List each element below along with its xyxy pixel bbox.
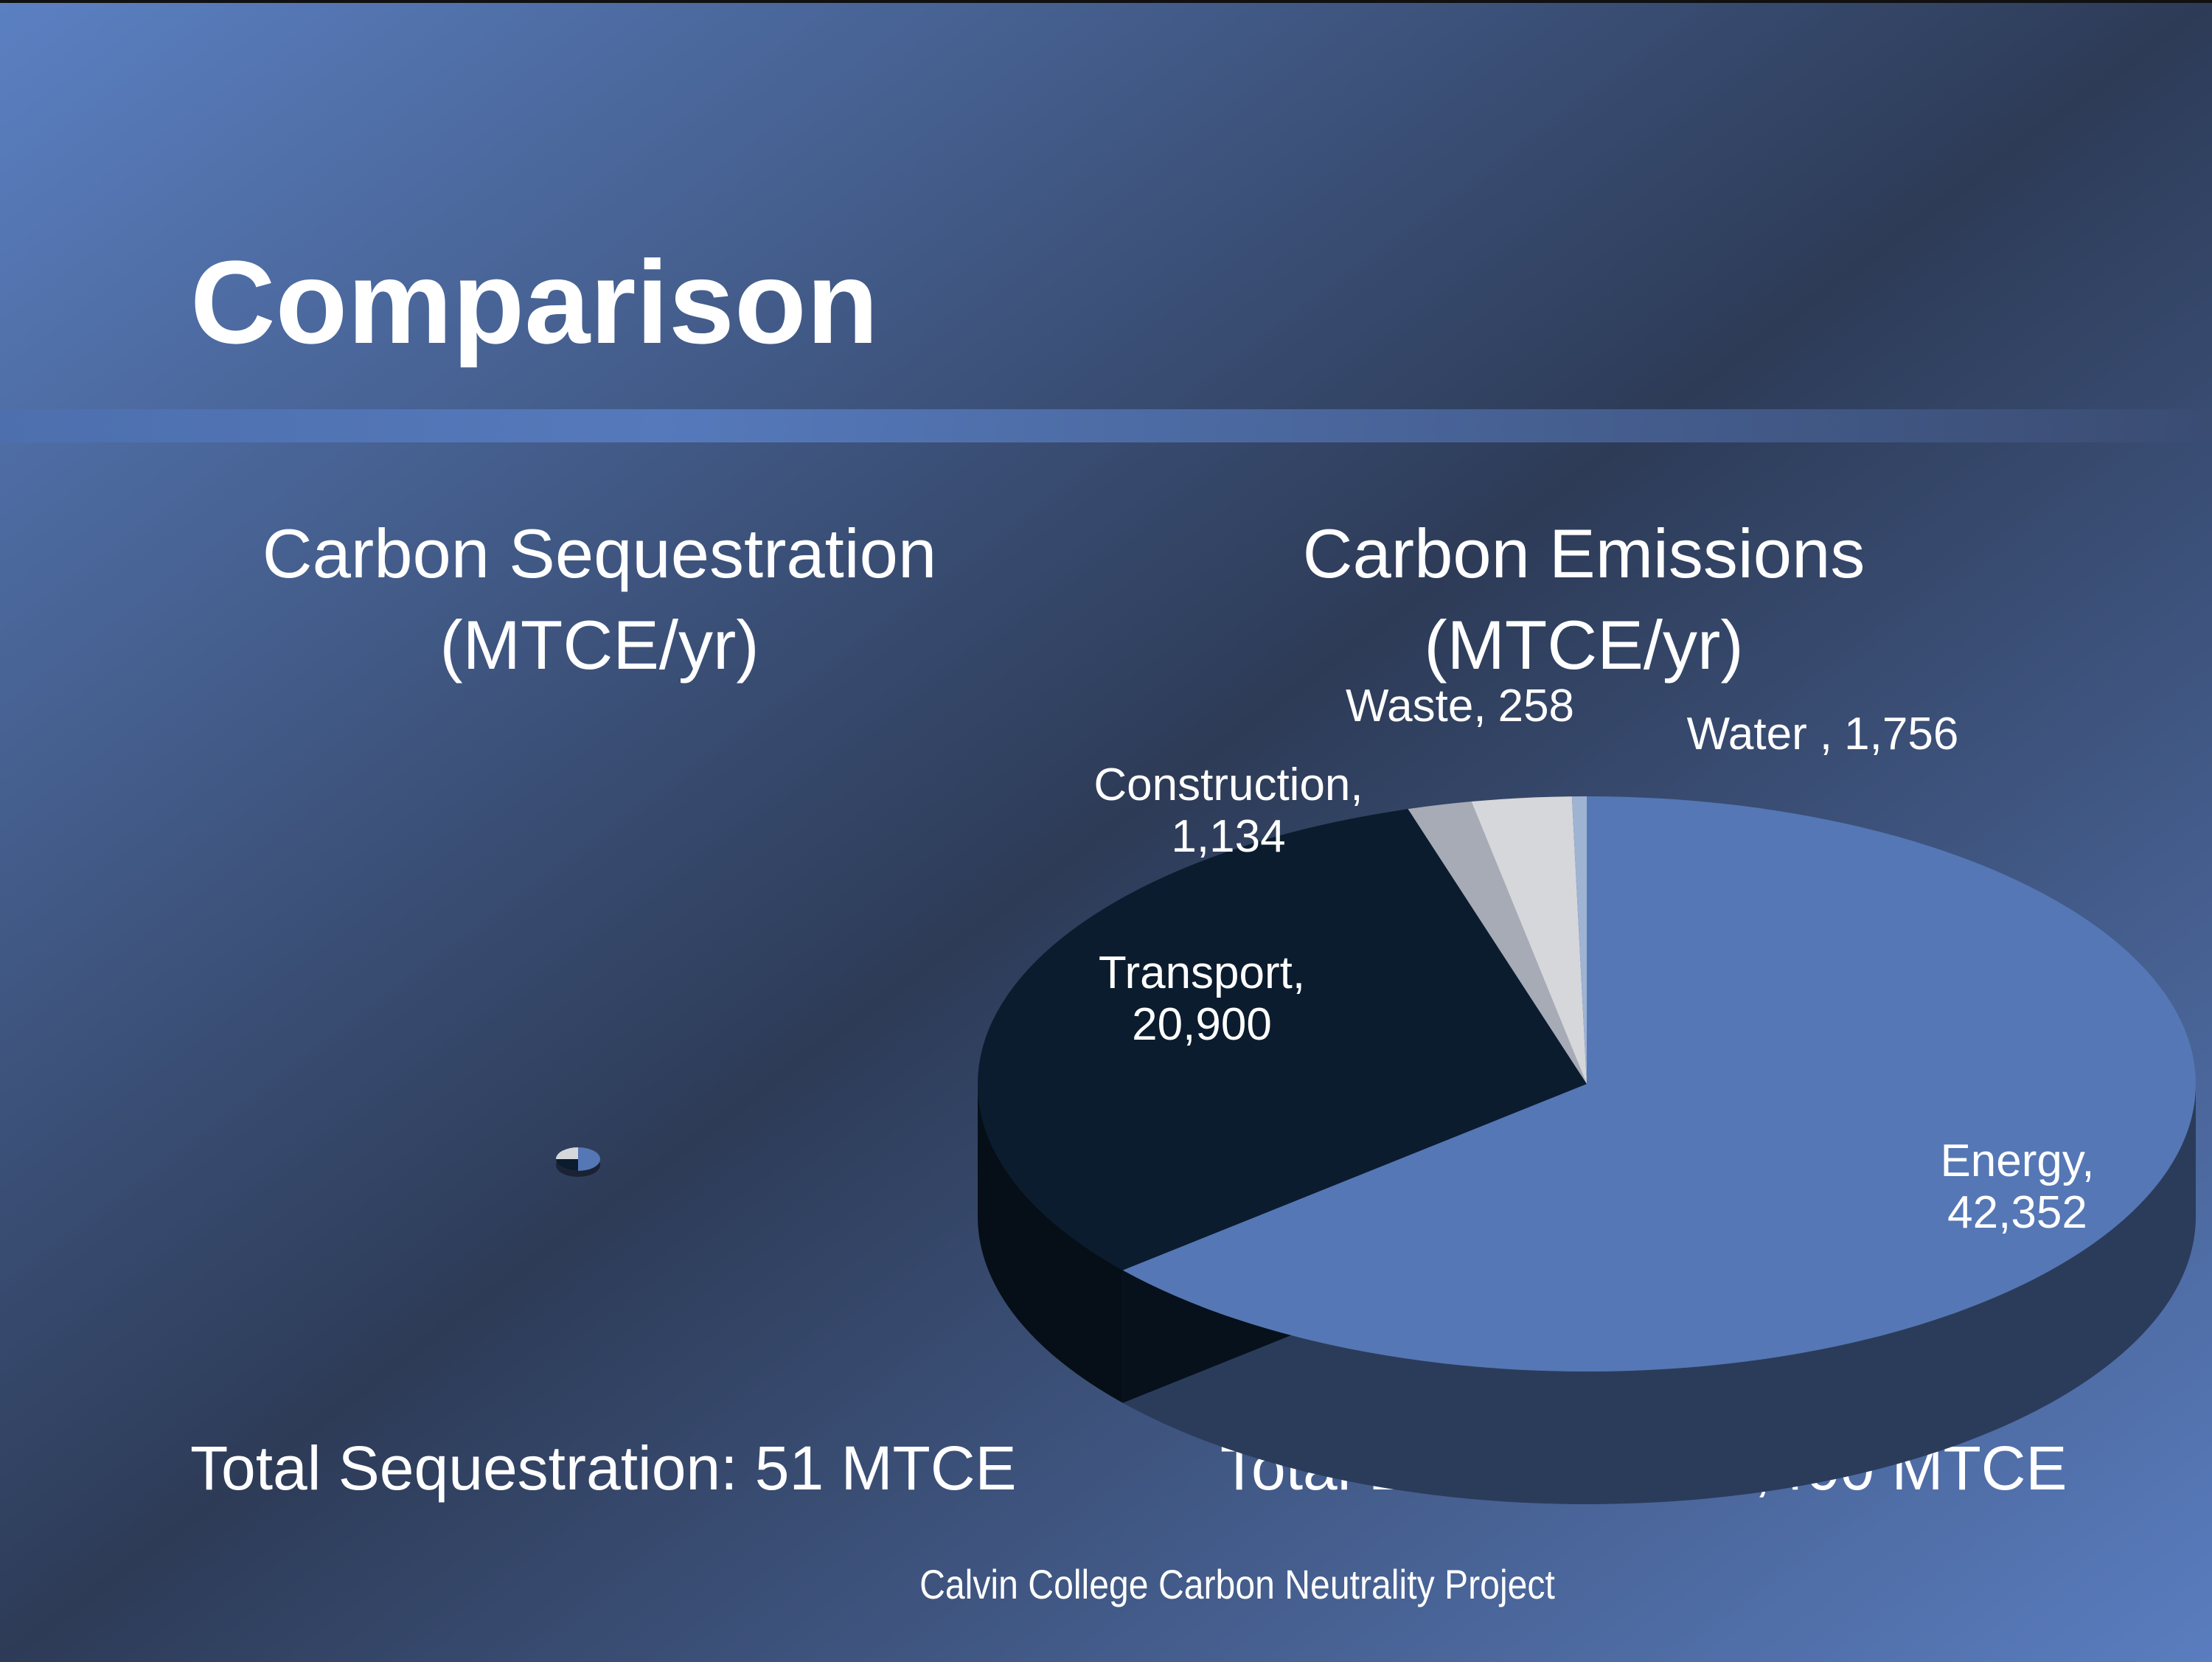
small-pie [556,1147,600,1177]
pie-chart: Energy, 42,352 Transport, 20,900 Constructio… [977,681,2197,1504]
label-value: 42,352 [1947,1187,2087,1238]
slice [1571,796,1587,1084]
chart-title: Carbon Emissions [1303,515,1865,592]
title-band [0,409,2212,442]
data-label: Transport, 20,900 [1099,948,1305,1050]
slide-title: Comparison [190,236,878,368]
footer: Calvin College Carbon Neutrality Project [919,1562,1555,1608]
label-value: 258 [1498,681,1574,731]
data-label: Waste, 258 [1346,681,1574,731]
label-value: 1,134 [1171,811,1285,862]
label-category: Energy, [1940,1136,2094,1186]
label-value: 20,900 [1132,999,1272,1050]
slice [1471,796,1587,1084]
slice-side [1122,1084,2196,1504]
data-label: Construction, 1,134 [1093,759,1363,862]
chart-subtitle: (MTCE/yr) [1424,606,1743,684]
label-category: Water , [1687,709,1833,759]
label-value: 1,756 [1844,709,1958,759]
data-label: Energy, 42,352 [1940,1136,2094,1238]
label-category: Transport, [1099,948,1305,998]
left-subheading: (MTCE/yr) [439,606,759,684]
slice [1122,796,2197,1371]
slice [977,809,1587,1270]
slice [1408,802,1587,1084]
slice-side [978,1084,1123,1403]
label-category: Waste, [1346,681,1486,731]
total-sequestration: Total Sequestration: 51 MTCE [190,1433,1017,1503]
top-border [0,0,2212,3]
data-label: Water , 1,756 [1687,709,1959,759]
left-heading: Carbon Sequestration [262,515,936,592]
label-category: Construction, [1093,759,1363,810]
